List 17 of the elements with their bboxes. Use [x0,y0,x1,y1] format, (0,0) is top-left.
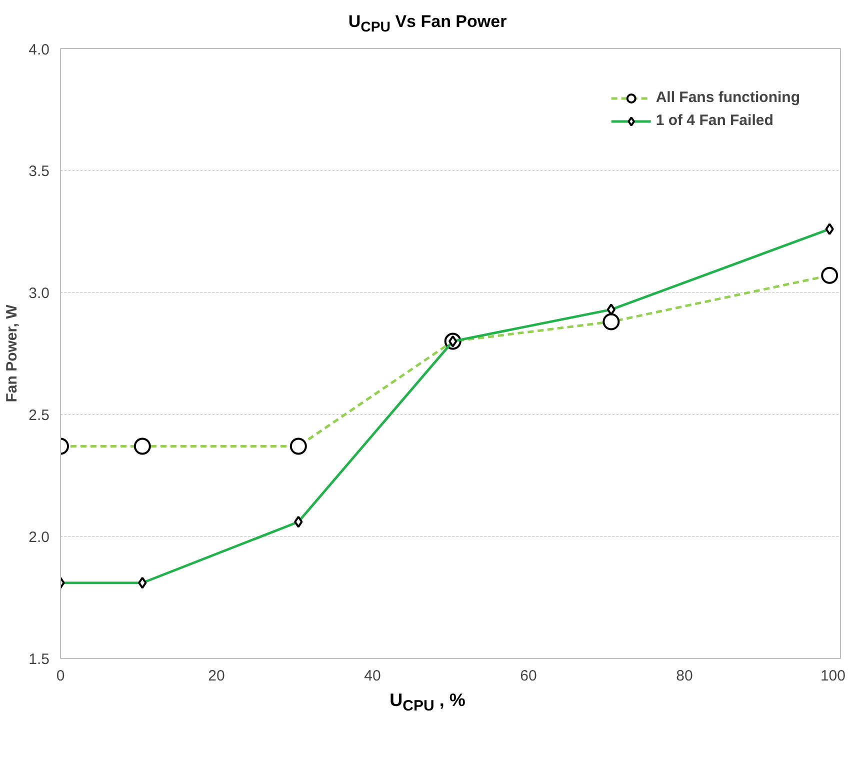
y-axis-title: Fan Power, W [4,304,21,402]
x-tick-label: 40 [364,667,381,684]
y-tick-label: 1.5 [28,650,50,668]
chart-title: U$_{CPU}$ Vs Fan Power [348,11,507,38]
y-tick-label: 2.5 [28,406,50,424]
y-tick-label: 4.0 [28,41,50,58]
legend-label: All Fans functioning [656,89,800,106]
y-tick-label: 3.0 [28,284,50,302]
x-tick-label: 80 [676,667,693,684]
x-tick-label: 0 [56,667,65,684]
x-axis-title: U$_{CPU}$ , % [390,688,466,716]
x-tick-label: 60 [520,667,537,684]
y-tick-label: 3.5 [28,162,50,180]
y-tick-label: 2.0 [28,528,50,546]
x-tick-label: 100 [820,667,846,684]
x-tick-label: 20 [208,667,225,684]
legend-label: 1 of 4 Fan Failed [656,112,774,130]
